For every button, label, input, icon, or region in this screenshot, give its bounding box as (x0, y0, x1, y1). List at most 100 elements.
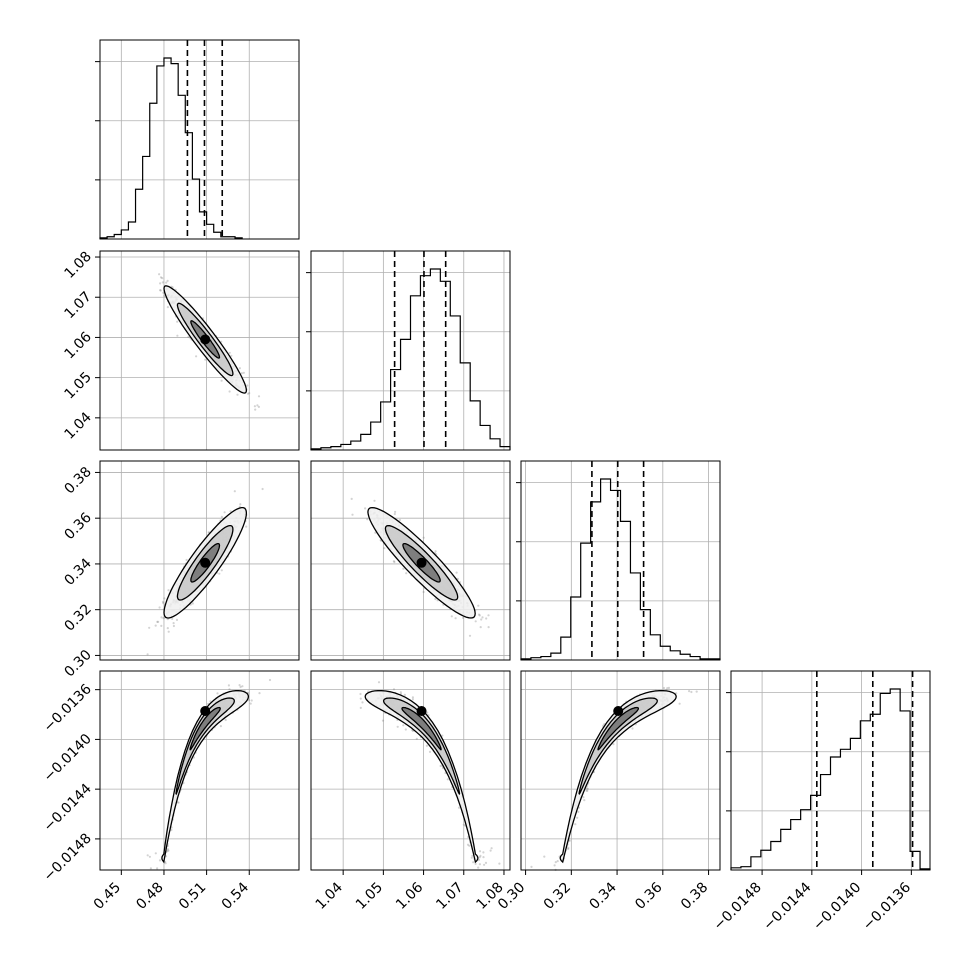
sample-point (230, 354, 233, 357)
sample-point (482, 851, 485, 854)
sample-point (479, 626, 482, 629)
sample-point (176, 320, 179, 323)
scatter-panel-4-2 (310, 670, 511, 871)
x-tick-label: −0.0140 (810, 880, 864, 934)
sample-point (675, 692, 678, 695)
sample-point (177, 801, 180, 804)
sample-point (366, 518, 369, 521)
sample-point (404, 728, 407, 731)
sample-point (160, 624, 163, 628)
sample-point (220, 569, 223, 572)
sample-point (489, 849, 492, 852)
sample-point (241, 685, 244, 688)
sample-point (484, 861, 488, 865)
sample-point (425, 744, 428, 747)
panel-frame (99, 670, 300, 871)
sample-point (248, 392, 251, 395)
sample-point (167, 630, 170, 633)
scatter-panel-4-1 (99, 670, 300, 871)
sample-point (393, 512, 396, 516)
panel-frame (310, 460, 511, 661)
density-peak (200, 557, 211, 568)
sample-point (207, 531, 210, 534)
sample-point (474, 862, 477, 866)
sample-point (481, 616, 484, 619)
sample-point (238, 684, 241, 687)
sample-point (148, 626, 151, 629)
sample-point (690, 690, 693, 694)
sample-point (426, 711, 429, 714)
sample-point (612, 743, 615, 746)
sample-point (556, 860, 559, 863)
sample-point (455, 571, 458, 574)
sample-point (574, 823, 577, 826)
sample-point (530, 865, 533, 869)
sample-point (218, 572, 221, 575)
histogram-step (730, 688, 931, 870)
sample-point (487, 626, 490, 629)
panel-frame (99, 250, 300, 451)
sample-point (258, 692, 261, 695)
x-tick-label: −0.0144 (760, 879, 814, 933)
sample-point (233, 490, 236, 493)
sample-point (172, 624, 175, 628)
x-tick-label: 1.06 (393, 879, 426, 912)
sample-point (383, 547, 386, 550)
x-tick-label: 0.38 (678, 880, 711, 913)
sample-point (586, 787, 589, 791)
histogram-step (310, 268, 511, 450)
sample-point (256, 404, 259, 407)
sample-point (485, 617, 488, 620)
sample-point (239, 503, 242, 506)
y-tick-label: 1.05 (61, 369, 94, 402)
sample-point (477, 604, 480, 607)
y-tick-label: −0.0140 (41, 731, 95, 785)
sample-point (204, 358, 207, 361)
density-peak (416, 557, 427, 568)
sample-point (240, 372, 243, 375)
sample-point (166, 849, 169, 853)
panel-background (521, 671, 720, 870)
sample-point (478, 614, 481, 617)
x-tick-label: 1.04 (313, 879, 346, 912)
sample-point (381, 719, 385, 722)
sample-point (583, 799, 586, 802)
sample-point (163, 294, 166, 297)
sample-point (164, 862, 167, 865)
scatter-panel-4-3 (520, 670, 721, 872)
sample-point (165, 281, 168, 284)
sample-point (257, 395, 261, 398)
sample-point (162, 291, 165, 294)
panel-frame (520, 670, 721, 871)
sample-point (399, 691, 402, 694)
sample-point (577, 810, 580, 814)
density-contour-3 (401, 706, 442, 751)
sample-point (246, 384, 249, 387)
sample-point (394, 510, 397, 513)
sample-point (422, 536, 425, 539)
sample-point (474, 620, 477, 623)
sample-point (468, 844, 471, 847)
sample-point (472, 861, 475, 864)
sample-point (223, 511, 226, 514)
sample-point (236, 393, 239, 396)
sample-point (688, 690, 691, 693)
density-peak (200, 706, 211, 716)
sample-point (434, 597, 437, 601)
sample-point (477, 866, 480, 869)
sample-point (377, 681, 381, 684)
x-tick-label: 0.45 (91, 880, 124, 913)
y-tick-label: −0.0148 (41, 830, 95, 884)
sample-point (154, 852, 157, 855)
sample-point (220, 515, 223, 519)
sample-point (398, 518, 401, 522)
sample-point (480, 618, 483, 621)
panel-background (311, 251, 510, 450)
scatter-panel-3-2 (310, 460, 511, 661)
sample-point (361, 701, 364, 704)
sample-point (364, 507, 367, 510)
x-tick-label: 1.05 (353, 880, 386, 913)
density-peak (613, 706, 624, 716)
sample-point (457, 806, 461, 809)
x-tick-label: 0.36 (632, 879, 665, 912)
